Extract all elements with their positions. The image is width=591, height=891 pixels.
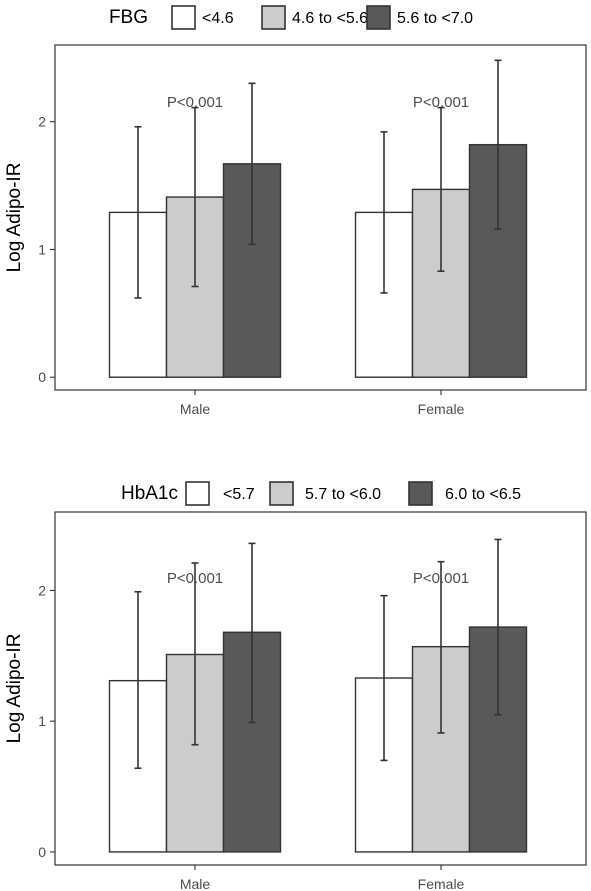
chart1-annotation-1: P<0.001 xyxy=(413,570,469,587)
chart0-errorbar-male-1 xyxy=(191,106,199,288)
chart1-legend-label-0: <5.7 xyxy=(223,486,255,503)
chart0-errorbar-female-0 xyxy=(380,131,388,294)
chart1-errorbar-male-0 xyxy=(134,590,142,770)
chart0-ytick-label-2: 2 xyxy=(38,114,46,130)
chart1-legend-label-1: 5.7 to <6.0 xyxy=(305,486,381,503)
chart1-ylabel: Log Adipo-IR xyxy=(4,634,25,744)
chart0-legend-label-0: <4.6 xyxy=(202,10,234,27)
chart1-ytick-label-0: 0 xyxy=(38,844,46,860)
chart1-group: HbA1c <5.7 5.7 to <6.0 6.0 to <6.5 0 1 2 Log Ad… xyxy=(4,481,587,891)
chart1-legend-swatch-1 xyxy=(269,481,294,506)
chart1-annotation-0: P<0.001 xyxy=(167,570,223,587)
chart0-legend-swatch-1 xyxy=(261,5,286,30)
chart0-legend-swatch-0 xyxy=(171,5,196,30)
chart0-xtick-label-0: Male xyxy=(180,401,211,417)
chart0-errorbar-female-1 xyxy=(437,106,445,272)
chart0-legend-label-1: 4.6 to <5.6 xyxy=(292,10,368,27)
chart1-errorbar-female-2 xyxy=(494,538,502,716)
chart0-legend-title: FBG xyxy=(109,7,148,28)
chart1-ytick-label-2: 2 xyxy=(38,582,46,598)
chart0-legend: FBG <4.6 4.6 to <5.6 5.6 to <7.0 xyxy=(109,5,473,30)
chart1-legend: HbA1c <5.7 5.7 to <6.0 6.0 to <6.5 xyxy=(121,481,521,506)
chart0-errorbar-male-0 xyxy=(134,125,142,299)
chart1-panel-border xyxy=(54,511,587,866)
chart0-legend-label-2: 5.6 to <7.0 xyxy=(397,10,473,27)
chart0-ylabel: Log Adipo-IR xyxy=(4,163,25,273)
chart1-legend-swatch-0 xyxy=(185,481,210,506)
chart0-xtick-label-1: Female xyxy=(418,401,465,417)
chart1-legend-swatch-2 xyxy=(408,481,433,506)
chart0-ytick-label-1: 1 xyxy=(38,241,46,257)
chart0-group: FBG <4.6 4.6 to <5.6 5.6 to <7.0 0 1 2 Log Adip… xyxy=(4,5,587,417)
chart1-errorbar-female-0 xyxy=(380,594,388,762)
chart0-annotation-0: P<0.001 xyxy=(167,94,223,111)
chart0-legend-swatch-2 xyxy=(366,5,391,30)
chart1-errorbar-male-2 xyxy=(248,542,256,724)
chart0-ytick-label-0: 0 xyxy=(38,369,46,385)
chart0-panel-border xyxy=(54,44,587,391)
chart0-annotation-1: P<0.001 xyxy=(413,94,469,111)
chart1-xtick-label-0: Male xyxy=(180,876,211,891)
chart1-ytick-label-1: 1 xyxy=(38,713,46,729)
chart1-legend-title: HbA1c xyxy=(121,483,178,504)
chart1-errorbar-female-1 xyxy=(437,560,445,734)
chart0-errorbar-male-2 xyxy=(248,82,256,246)
chart0-errorbar-female-2 xyxy=(494,59,502,230)
chart1-xtick-label-1: Female xyxy=(418,876,465,891)
chart1-legend-label-2: 6.0 to <6.5 xyxy=(445,486,521,503)
chart1-errorbar-male-1 xyxy=(191,562,199,746)
